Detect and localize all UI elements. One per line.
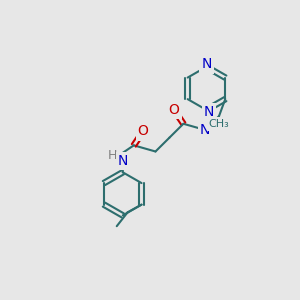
Text: H: H: [108, 149, 118, 162]
Text: CH₃: CH₃: [209, 119, 230, 129]
Text: N: N: [201, 58, 212, 71]
Text: O: O: [169, 103, 179, 117]
Text: O: O: [138, 124, 148, 139]
Text: N: N: [118, 154, 128, 168]
Text: N: N: [204, 105, 214, 119]
Text: N: N: [200, 123, 210, 137]
